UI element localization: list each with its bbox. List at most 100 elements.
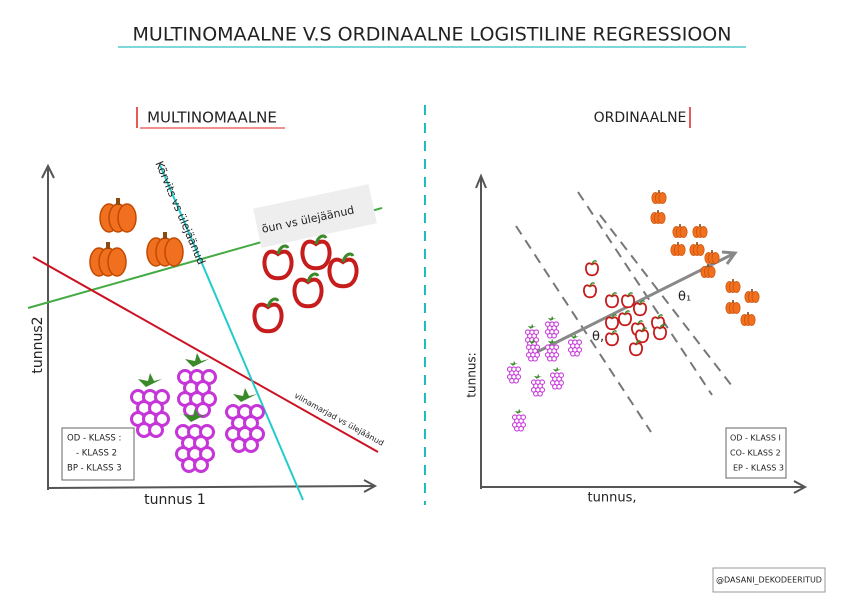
grape — [551, 332, 557, 339]
pumpkin-lobe — [107, 247, 127, 277]
apple-body — [635, 329, 649, 344]
grape — [551, 355, 557, 362]
grapes — [567, 333, 583, 357]
apple-body — [618, 312, 632, 327]
pumpkin-stem — [116, 198, 120, 205]
grapes — [506, 360, 522, 384]
pumpkin — [670, 242, 686, 256]
pumpkin — [651, 190, 667, 204]
pumpkin-stem — [106, 242, 110, 249]
grape-leaf — [547, 315, 557, 321]
apple-body — [633, 302, 647, 317]
pumpkin-stem — [677, 242, 679, 245]
grape-leaf — [528, 338, 538, 344]
pumpkin-lobe — [677, 244, 686, 256]
legend-item: CO- KLASS 2 — [730, 449, 781, 458]
grape-leaf — [552, 366, 562, 372]
apple-leaf — [627, 292, 634, 297]
apple — [629, 340, 643, 357]
apple — [605, 292, 619, 309]
pumpkin — [740, 312, 756, 326]
pumpkin-stem — [732, 300, 734, 303]
x-axis-label: tunnus 1 — [144, 492, 206, 508]
y-axis-label: tunnus: — [465, 352, 479, 397]
x-arrow — [363, 479, 378, 493]
apple-body — [585, 262, 599, 277]
grape-leaf — [509, 360, 519, 366]
x-axis — [47, 485, 375, 489]
grape — [148, 422, 164, 438]
x-arrow — [793, 480, 808, 494]
pumpkin-stem — [699, 224, 701, 227]
y-arrow — [475, 173, 487, 189]
grapes — [130, 373, 170, 438]
pumpkin — [725, 279, 741, 293]
apple — [635, 327, 649, 344]
pumpkin-lobe — [699, 226, 708, 238]
apple-leaf — [314, 234, 328, 245]
pumpkin-stem — [657, 210, 659, 213]
grape-leaf — [233, 388, 257, 402]
grape — [556, 383, 562, 390]
pumpkin — [692, 224, 708, 238]
apple — [621, 292, 635, 309]
apple-leaf — [624, 310, 631, 315]
apple — [262, 244, 294, 281]
grape-leaf — [185, 353, 209, 367]
legend-item: OD - KLASS : — [67, 434, 121, 444]
left-heading: MULTINOMAALNE — [147, 109, 277, 127]
grapes — [549, 366, 565, 390]
pumpkin-stem — [696, 242, 698, 245]
apple-leaf — [657, 314, 664, 319]
y-axis-label: tunnus2 — [30, 316, 46, 373]
apple-body — [583, 284, 597, 299]
pumpkin — [689, 242, 705, 256]
apple-body — [605, 294, 619, 309]
theta-label: θ, — [592, 330, 604, 345]
grape — [513, 377, 519, 384]
apple — [292, 272, 324, 309]
apple-leaf — [639, 300, 646, 305]
x-axis-label: tunnus, — [588, 491, 637, 506]
pumpkin-lobe — [707, 266, 716, 278]
threshold — [599, 214, 736, 391]
pumpkin-lobe — [747, 314, 756, 326]
grape-leaf — [514, 408, 524, 414]
apple — [605, 314, 619, 331]
apple-body — [605, 316, 619, 331]
pumpkin-lobe — [658, 192, 667, 204]
pumpkin-stem — [679, 224, 681, 227]
apple — [585, 260, 599, 277]
grapes — [511, 408, 527, 432]
legend-box — [725, 427, 787, 479]
grapes — [530, 373, 546, 397]
pumpkin — [725, 300, 741, 314]
apple-leaf — [611, 292, 618, 297]
right-heading: ORDINAALNE — [594, 110, 687, 126]
pumpkin — [146, 232, 184, 267]
grapes — [544, 315, 560, 339]
grape — [195, 402, 211, 418]
pumpkin-boundary — [159, 164, 304, 501]
apple-leaf — [659, 324, 666, 329]
apple-body — [252, 302, 284, 334]
pumpkin — [700, 264, 716, 278]
pumpkin — [672, 224, 688, 238]
credit-box — [712, 567, 826, 593]
pumpkin-lobe — [679, 226, 688, 238]
grape-leaf — [570, 333, 580, 339]
apple — [300, 234, 332, 271]
icons — [89, 190, 760, 473]
apple — [583, 282, 597, 299]
pumpkin-lobe — [732, 281, 741, 293]
grapes — [544, 338, 560, 362]
apple-leaf — [589, 282, 596, 287]
apple-leaf — [635, 340, 642, 345]
grape — [574, 350, 580, 357]
grapes — [525, 338, 541, 362]
apple-leaf — [276, 244, 290, 255]
grapes — [225, 388, 265, 453]
apple-leaf — [611, 314, 618, 319]
apple — [618, 310, 632, 327]
grape-leaf — [183, 408, 207, 422]
